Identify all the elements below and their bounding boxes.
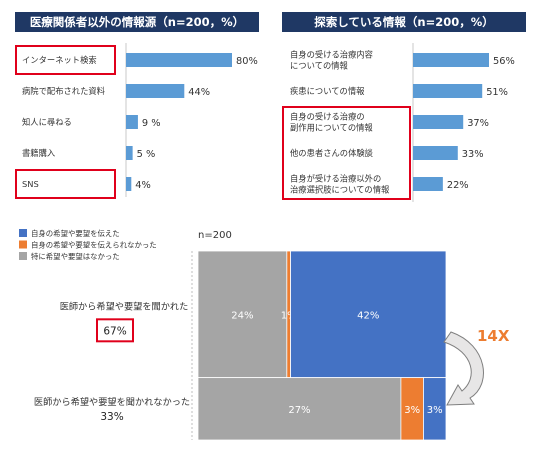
right-chart-title: 探索している情報（n=200，%） (314, 15, 494, 29)
right-category-label: 自身が受ける治療以外の (290, 174, 381, 184)
highlight-box (96, 318, 134, 343)
left-bar (126, 84, 185, 98)
right-chart-title-bg (282, 12, 526, 32)
mosaic-segment-label: 3% (427, 405, 443, 416)
highlight-box (282, 106, 411, 200)
legend-label: 自身の希望や要望を伝えた (31, 229, 120, 238)
mosaic-row-label: 医師から希望や要望を聞かれた (60, 300, 189, 312)
comparison-arrow (443, 331, 484, 406)
right-category-label: 副作用についての情報 (290, 123, 373, 133)
mosaic-segment-label: 24% (231, 310, 253, 321)
left-chart-title: 医療関係者以外の情報源（n=200，%） (30, 15, 244, 29)
mosaic-segment (197, 377, 402, 441)
legend-label: 特に希望や要望はなかった (31, 252, 120, 261)
multiplier-callout: 14X (477, 327, 510, 345)
right-value-label: 37% (467, 118, 489, 129)
left-category-label: 病院で配布された資料 (22, 86, 106, 96)
right-bar (413, 84, 483, 98)
right-category-label: 自身の受ける治療内容 (290, 50, 373, 60)
right-value-label: 51% (486, 87, 508, 98)
left-chart-title-bg (15, 12, 259, 32)
right-value-label: 22% (447, 180, 469, 191)
legend-swatch (19, 252, 27, 260)
left-category-label: インターネット検索 (22, 55, 97, 65)
mosaic-segment-label: 3% (404, 405, 420, 416)
left-category-label: 書籍購入 (22, 148, 55, 158)
left-value-label: 4% (135, 180, 151, 191)
right-category-label: についての情報 (290, 61, 349, 71)
right-category-label: 自身の受ける治療の (290, 112, 365, 122)
right-category-label: 疾患についての情報 (290, 86, 365, 96)
mosaic-segment-label: 27% (288, 405, 310, 416)
highlight-box (15, 169, 116, 199)
left-bar (126, 115, 138, 129)
left-bar (126, 53, 232, 67)
left-category-label: SNS (22, 179, 39, 189)
left-value-label: 9 % (142, 118, 161, 129)
right-category-label: 治療選択肢についての情報 (290, 185, 390, 195)
right-value-label: 56% (493, 56, 515, 67)
right-bar (413, 146, 458, 160)
left-bar-chart: 医療関係者以外の情報源（n=200，%） インターネット検索 80% 病院で配布され… (15, 12, 259, 199)
mosaic-segment-label: 42% (357, 310, 379, 321)
left-category-label: 知人に尋ねる (22, 117, 72, 127)
legend-swatch (19, 240, 27, 249)
left-value-label: 80% (236, 56, 258, 67)
right-category-label: 他の患者さんの体験談 (290, 148, 374, 158)
right-value-label: 33% (462, 149, 484, 160)
legend-swatch (19, 229, 27, 237)
left-bar (126, 146, 133, 160)
left-value-label: 5 % (137, 149, 156, 160)
mosaic-subtitle: n=200 (198, 230, 232, 241)
mosaic-segment (423, 377, 447, 441)
mosaic-segment (290, 250, 447, 379)
highlight-box (15, 45, 116, 75)
legend-label: 自身の希望や要望を伝えられなかった (31, 241, 157, 250)
right-bar (413, 115, 464, 129)
mosaic-segment-label: 1% (281, 310, 297, 321)
mosaic-row-label: 医師から希望や要望を聞かれなかった (34, 396, 190, 408)
left-bar (126, 177, 132, 191)
mosaic-row-share: 67% (103, 325, 126, 337)
right-bar (413, 177, 443, 191)
right-bar (413, 53, 489, 67)
mosaic-chart: n=200 自身の希望や要望を伝えた自身の希望や要望を伝えられなかった特に希望や… (19, 229, 510, 441)
mosaic-row-share: 33% (100, 411, 123, 423)
left-value-label: 44% (188, 87, 210, 98)
